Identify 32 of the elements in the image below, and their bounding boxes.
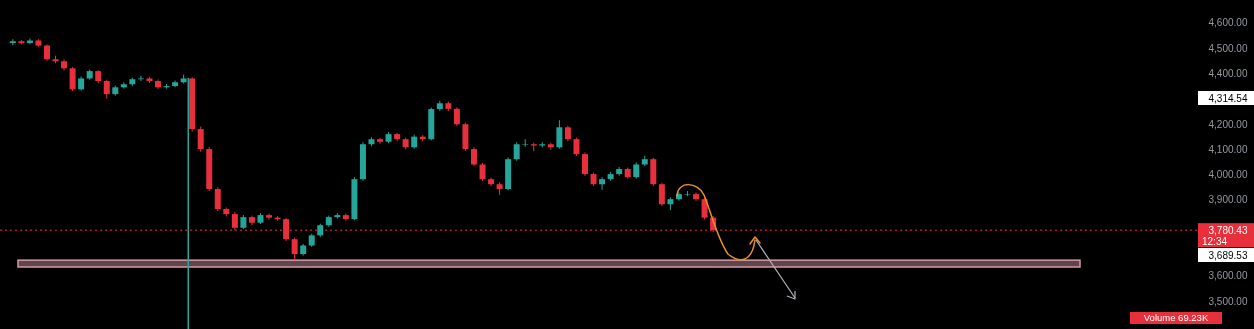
y-tick-label: 3,900.00 [1208,194,1248,206]
candlestick [701,197,708,220]
text: 3,689.53 [1208,249,1248,261]
y-tick-label: 4,600.00 [1208,17,1248,29]
y-tick-label: 4,400.00 [1208,67,1248,79]
candlestick [453,106,460,127]
y-tick-label: 3,500.00 [1208,295,1248,307]
y-tick-label: 4,500.00 [1208,42,1248,54]
text: 12:34 [1202,235,1228,247]
candlestick [103,79,110,100]
candlestick [556,119,563,150]
y-tick-label: 3,600.00 [1208,270,1248,282]
candlestick [137,75,144,82]
candlestick [658,182,665,207]
candlestick [599,176,606,191]
y-tick-label: 4,000.00 [1208,169,1248,181]
candlestick [26,37,33,45]
candlestick [582,151,588,177]
text: 4,314.54 [1208,92,1248,104]
candlestick [377,137,384,145]
candlestick [291,236,298,261]
candlestick [573,137,580,157]
candlestick [266,213,272,221]
y-tick-label: 4,100.00 [1208,143,1248,155]
ref-line-label: 3,780.43 [1208,224,1248,236]
y-tick-label: 4,200.00 [1208,118,1248,130]
candlestick [214,186,221,212]
candlestick [69,66,76,92]
candlestick [470,146,477,167]
candlestick [513,141,520,162]
annotation: Volume 69.23K [1143,312,1209,324]
candlestick [197,126,204,153]
